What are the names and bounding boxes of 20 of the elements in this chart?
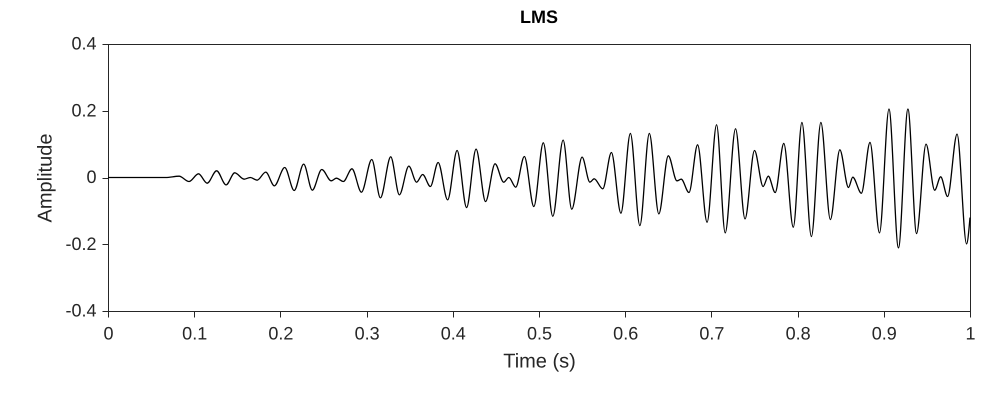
line-series xyxy=(107,108,971,249)
x-tick-label: 0.5 xyxy=(526,324,552,344)
y-tick-label: 0.2 xyxy=(71,100,96,120)
x-tick-label: 0.2 xyxy=(268,324,294,344)
x-tick-label: 0.1 xyxy=(182,324,208,344)
y-tick-label: -0.2 xyxy=(65,234,96,254)
x-tick-label: 0.7 xyxy=(699,324,724,344)
y-tick-label: -0.4 xyxy=(65,300,96,320)
x-tick-label: 0.9 xyxy=(872,324,897,344)
chart-title: LMS xyxy=(520,7,558,27)
x-tick-label: 0 xyxy=(103,324,114,344)
y-tick-label: 0.4 xyxy=(71,34,96,54)
x-tick-label: 1 xyxy=(965,324,976,344)
y-axis-title: Amplitude xyxy=(34,134,56,222)
x-tick-label: 0.4 xyxy=(440,324,466,344)
y-tick-label: 0 xyxy=(86,167,96,187)
x-tick-label: 0.6 xyxy=(613,324,638,344)
x-tick-label: 0.8 xyxy=(786,324,811,344)
x-tick-label: 0.3 xyxy=(354,324,380,344)
x-axis-title: Time (s) xyxy=(503,350,576,372)
